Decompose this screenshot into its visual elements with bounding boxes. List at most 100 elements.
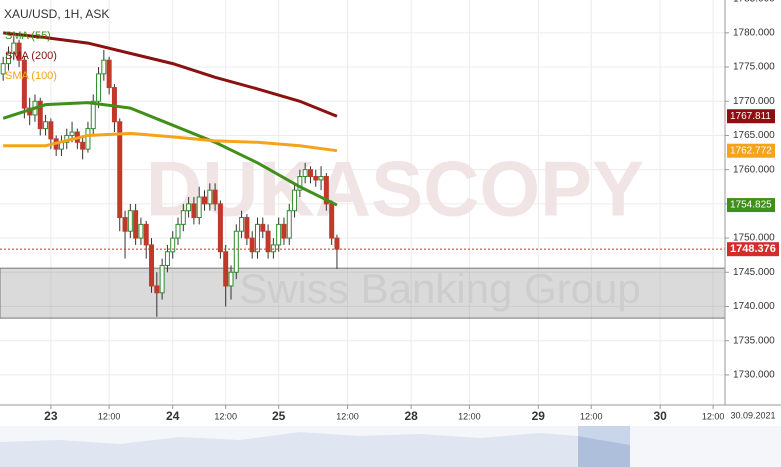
- y-tick-label: 1765.000: [733, 130, 775, 141]
- candle-body: [85, 128, 91, 150]
- candle-body: [191, 203, 197, 219]
- x-tick-label: 24: [166, 409, 180, 423]
- candle-body: [101, 59, 107, 75]
- candle-body: [334, 237, 340, 250]
- x-tick-label: 29: [532, 409, 546, 423]
- legend: SMA (55) SMA (200) SMA (100): [5, 30, 57, 82]
- candle-body: [207, 189, 213, 205]
- candle-body: [196, 196, 202, 219]
- watermark-sub: Swiss Banking Group: [239, 265, 641, 312]
- navigator-area-selected: [578, 436, 630, 467]
- candle-body: [159, 264, 165, 294]
- candle-body: [276, 223, 282, 246]
- candle-body: [21, 59, 27, 109]
- sma-line: [3, 31, 338, 118]
- candle-body: [186, 203, 192, 212]
- candle-body: [133, 210, 139, 239]
- candle-body: [149, 244, 155, 287]
- candle-body: [249, 237, 255, 253]
- price-tag: [727, 109, 775, 124]
- current-price-tag: [727, 242, 779, 257]
- candle-body: [244, 217, 250, 239]
- candle-body: [228, 271, 234, 287]
- chart-title: XAU/USD, 1H, ASK: [4, 7, 109, 21]
- candle-body: [5, 52, 11, 65]
- candle-body: [233, 230, 239, 273]
- candle-body: [43, 121, 49, 130]
- candle-body: [90, 100, 96, 130]
- candle-body: [281, 223, 287, 239]
- candle-body: [286, 210, 292, 239]
- y-tick-label: 1730.000: [733, 370, 775, 381]
- candle-body: [170, 237, 176, 253]
- x-tick-label: 12:00: [336, 411, 359, 421]
- candle-body: [69, 131, 75, 136]
- x-tick-label: 12:00: [580, 411, 603, 421]
- candle-body: [313, 176, 319, 181]
- watermark: DUKASCOPY: [146, 145, 644, 233]
- y-tick-label: 1785.000: [733, 0, 775, 4]
- candle-body: [297, 176, 303, 191]
- candle-body: [143, 223, 149, 246]
- current-price-label: 1748.376: [730, 243, 776, 255]
- sma-line: [3, 131, 338, 153]
- candle-body: [318, 176, 324, 181]
- x-tick-label: 28: [404, 409, 418, 423]
- price-tag-label: 1754.825: [730, 200, 772, 211]
- y-tick-label: 1775.000: [733, 62, 775, 73]
- y-tick-label: 1760.000: [733, 164, 775, 175]
- candle-body: [117, 121, 123, 219]
- candle-body: [80, 141, 86, 150]
- candle-body: [329, 203, 335, 239]
- date-label: 30.09.2021: [730, 410, 775, 420]
- price-tag-label: 1767.811: [730, 111, 771, 122]
- x-tick-label: 12:00: [214, 411, 237, 421]
- x-tick-label: 12:00: [458, 411, 481, 421]
- y-tick-label: 1750.000: [733, 233, 775, 244]
- candle-body: [0, 63, 6, 75]
- x-tick-label: 30: [653, 409, 667, 423]
- price-tag: [727, 198, 775, 213]
- candle-body: [164, 251, 170, 266]
- candle-body: [307, 169, 313, 178]
- y-tick-label: 1770.000: [733, 96, 775, 107]
- candle-body: [122, 217, 128, 232]
- candle-body: [292, 189, 298, 212]
- x-tick-label: 23: [44, 409, 58, 423]
- x-tick-label: 25: [272, 409, 286, 423]
- candle-body: [175, 223, 181, 239]
- candle-body: [37, 100, 43, 130]
- candle-body: [16, 42, 22, 61]
- candle-body: [180, 210, 186, 225]
- candle-body: [260, 223, 266, 232]
- candle-body: [96, 73, 102, 102]
- candle-body: [154, 285, 160, 294]
- y-tick-label: 1745.000: [733, 267, 775, 278]
- candle-body: [127, 210, 133, 232]
- candle-body: [302, 169, 308, 178]
- candle-body: [138, 223, 144, 239]
- plot: [0, 31, 726, 319]
- legend-entry: SMA (200): [5, 50, 57, 62]
- legend-entry: SMA (55): [5, 30, 51, 42]
- price-tag-label: 1762.772: [730, 145, 772, 156]
- candle-body: [223, 251, 229, 287]
- candle-body: [270, 244, 276, 253]
- candle-body: [323, 176, 329, 205]
- candle-body: [11, 42, 17, 54]
- candle-body: [239, 217, 245, 232]
- candle-body: [212, 189, 218, 205]
- candle-body: [265, 230, 271, 253]
- candle-body: [254, 223, 260, 253]
- candle-body: [202, 196, 208, 205]
- legend-entry: SMA (100): [5, 70, 57, 82]
- sma-line: [2, 101, 338, 207]
- x-tick-label: 12:00: [98, 411, 121, 421]
- candle-body: [217, 203, 223, 253]
- candle-body: [48, 121, 54, 140]
- zone: [0, 267, 726, 319]
- y-tick-label: 1740.000: [733, 301, 775, 312]
- price-tag: [727, 143, 775, 158]
